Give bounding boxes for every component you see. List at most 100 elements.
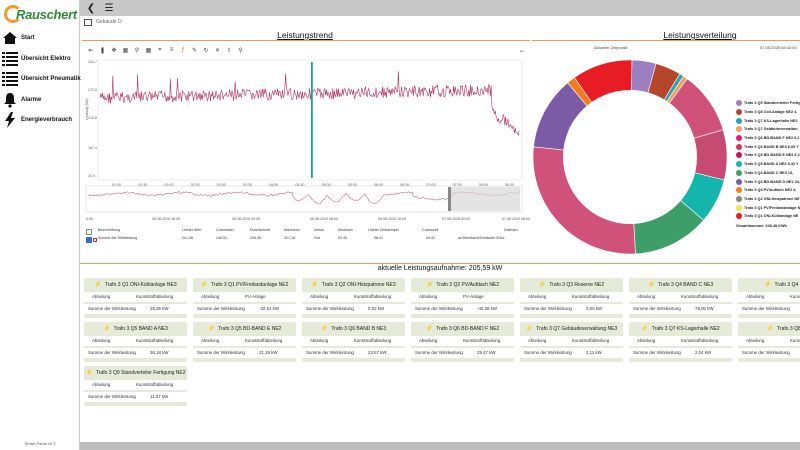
breadcrumb: Gebäude D (80, 16, 800, 28)
row-label: Abteilung (637, 294, 656, 299)
row-label: Summe der Wirkleistung (742, 350, 790, 355)
power-card[interactable]: ⚡ Trafo 3 Q4 BD-BA Abteilung Kunststoffa… (738, 278, 800, 318)
donut-legend-item[interactable]: Trafo 3 Q1 ONI-Kühlanlage NE (736, 212, 800, 221)
zoom-icon[interactable]: ⚲ (134, 47, 140, 54)
series-checkbox[interactable] (86, 237, 92, 243)
power-card[interactable]: ⚡ Trafo 3 Q2 PV/Aufdach NE2 Abteilung PV… (411, 278, 514, 318)
export-icon[interactable]: ⇧ (226, 47, 232, 54)
donut-legend-item[interactable]: Trafo 3 Q7 KS-Lagerhalle NE2 (736, 116, 800, 125)
table-icon[interactable]: ▦ (122, 47, 129, 54)
power-card[interactable]: ⚡ Trafo 3 Q6 BD-BAND F NE2 Abteilung Kun… (411, 322, 514, 362)
card-row-summe: Summe der Wirkleistung -32,51 kW (193, 304, 296, 314)
row-label: Abteilung (92, 294, 111, 299)
logo[interactable]: Rauschert (2, 3, 78, 25)
power-card[interactable]: ⚡ Trafo 3 Q9 Standverteiler Fertigung NE… (84, 366, 187, 406)
close-icon[interactable]: ✕ (214, 47, 221, 54)
sidebar-item-pneumatik[interactable]: Übersicht Pneumatik (2, 70, 81, 88)
current-time-label: Aktueller Zeitpunkt: (594, 45, 629, 50)
power-card[interactable]: ⚡ Trafo 3 Q1 ONI-Kühlanlage NE3 Abteilun… (84, 278, 187, 318)
donut-legend-item[interactable]: Trafo 3 Q4 BD-BAND D NE2 34,49 (736, 177, 800, 186)
donut-legend-item[interactable]: Trafo 3 Q1 PV/Freilandanlage NE (736, 203, 800, 212)
sidebar-item-label: Übersicht Pneumatik (21, 76, 81, 82)
legend-label: Trafo 3 Q6 BD-BAND F NE2 6,2 (744, 136, 800, 141)
donut-legend-item[interactable]: Trafo 3 Q6 BD-BAND F NE2 6,2 (736, 134, 800, 143)
select-all-checkbox[interactable] (86, 229, 92, 235)
row-value: Kunststoffabteilung (572, 294, 610, 299)
pencil-icon[interactable]: ✎ (191, 47, 198, 54)
collapse-arrow-icon[interactable]: ⇤ (520, 49, 525, 55)
row-label: Abteilung (746, 338, 765, 343)
menu-icon[interactable]: ☰ (104, 2, 114, 14)
y-axis-label: Leistung (kW) (85, 98, 89, 120)
power-card[interactable]: ⚡ Trafo 3 Q4 BAND C NE3 Abteilung Kunsts… (629, 278, 732, 318)
grid-icon[interactable]: ▦ (145, 47, 152, 54)
overview-tick-label: 06.08.2025 08:00 (310, 217, 338, 221)
row-value: -40,28 kW (477, 306, 498, 311)
zoom-fit-icon[interactable]: ⇤ (88, 47, 94, 54)
power-card[interactable]: ⚡ Trafo 3 Q7 KS-Lagerhalle NE2 Abteilung… (629, 322, 732, 362)
sidebar-item-elektro[interactable]: Übersicht Elektro (2, 50, 80, 68)
donut-legend-item[interactable]: Trafo 3 Q8 Coll-Anlage NE2 4, (736, 108, 800, 117)
donut-legend-item[interactable]: Trafo 3 Q2 ONI-Heizpatrone NE (736, 195, 800, 204)
x-tick-label: 07:00 (426, 183, 435, 187)
row-value: Kunststoffabteilung (136, 382, 174, 387)
cursor-line[interactable] (311, 62, 313, 178)
power-card[interactable]: ⚡ Trafo 3 Q8 Coll- Abteilung Kunststoffa… (738, 322, 800, 362)
row-value: 28,35 kW (150, 306, 169, 311)
sidebar-item-alarme[interactable]: Alarme (2, 91, 80, 109)
trend-underline (82, 40, 530, 41)
function-icon[interactable]: ƒ (181, 47, 185, 53)
refresh-icon[interactable]: ↻ (203, 47, 209, 54)
legend-header: Minimum (338, 228, 353, 232)
row-value: PV-Anlage (463, 294, 484, 299)
plug-icon: ⚡ (311, 282, 319, 288)
power-card[interactable]: ⚡ Trafo 3 Q2 ONI-Heizpatrone NE3 Abteilu… (302, 278, 405, 318)
distribution-donut-chart[interactable] (530, 52, 730, 262)
legend-label: Trafo 3 Q7 KS-Lagerhalle NE2 (744, 118, 798, 123)
list-icon[interactable]: ≡ (169, 47, 174, 53)
donut-legend-item[interactable]: Trafo 3 Q5 BD-BAND E NE2 6,2 (736, 151, 800, 160)
trend-series-line (99, 71, 520, 137)
row-value: 11,37 kW (150, 394, 169, 399)
card-row-summe: Summe der Wirkleistung (738, 348, 800, 358)
donut-legend-item[interactable]: Trafo 3 Q5 BAND A NE3 5,43 Y (736, 160, 800, 169)
overview-window[interactable] (448, 187, 520, 211)
plot-area (97, 59, 523, 181)
donut-legend-item[interactable]: Trafo 3 Q4 BAND C NE3 13, (736, 169, 800, 178)
overview-handle[interactable] (448, 187, 451, 211)
pause-icon[interactable]: ❚ (99, 47, 106, 54)
card-header: ⚡ Trafo 3 Q1 PV/Freilandanlage NE2 (193, 281, 296, 289)
top-bar: ❮ ☰ (80, 0, 800, 16)
card-row-summe: Summe der Wirkleistung 28,35 kW (84, 304, 187, 314)
power-card[interactable]: ⚡ Trafo 3 Q6 BAND B NE3 Abteilung Kunsts… (302, 322, 405, 362)
x-tick-label: 04:00 (269, 183, 278, 187)
x-tick-label: 04:30 (295, 183, 304, 187)
pin-icon[interactable]: ⚲ (238, 47, 243, 54)
card-header: ⚡ Trafo 3 Q5 BD-BAND E NE2 (193, 325, 296, 333)
power-card[interactable]: ⚡ Trafo 3 Q5 BAND A NE3 Abteilung Kunsts… (84, 322, 187, 362)
legend-series-row[interactable]: Summe der Wirkleistung 201,56 246,51 246… (84, 236, 530, 244)
donut-legend-item[interactable]: Trafo 3 Q7 Gebäudeverwaltun (736, 125, 800, 134)
current-time-value: 07.08.2025 08:42:00 (760, 45, 797, 50)
card-header: ⚡ Trafo 3 Q3 Reserve NE2 (520, 281, 623, 289)
donut-legend-item[interactable]: Trafo 3 Q3 PV/Auflach NE2 4, (736, 186, 800, 195)
trend-chart[interactable]: ⇤ ❚ ✥ ▦ ⚲ ▦ ⌖ ≡ ƒ ✎ ↻ ✕ ⇧ ⚲ 334.7 272.8 21… (82, 40, 530, 265)
donut-legend-item[interactable]: Trafo 3 Q6 BAND B NE3 6,05 Y (736, 142, 800, 151)
card-title: Trafo 3 Q4 BD-BA (774, 281, 800, 288)
back-arrow-icon[interactable]: ❮ (86, 2, 96, 14)
row-value: Kunststoffa (790, 338, 800, 343)
donut-legend-item[interactable]: Trafo 3 Q9 Standverteiler Fertig (736, 99, 800, 108)
power-card[interactable]: ⚡ Trafo 3 Q3 Reserve NE2 Abteilung Kunst… (520, 278, 623, 318)
card-header: ⚡ Trafo 3 Q9 Standverteiler Fertigung NE… (84, 369, 187, 377)
breadcrumb-label[interactable]: Gebäude D (96, 19, 122, 25)
card-row-summe: Summe der Wirkleistung 78,00 kW (629, 304, 732, 314)
sidebar-item-energie[interactable]: Energieverbrauch (2, 111, 80, 129)
legend-header: Beschreibung (98, 228, 120, 232)
crosshair-icon[interactable]: ⌖ (158, 46, 162, 53)
sidebar-item-start[interactable]: Start (2, 29, 80, 47)
power-card[interactable]: ⚡ Trafo 3 Q1 PV/Freilandanlage NE2 Abtei… (193, 278, 296, 318)
lightning-icon (5, 112, 15, 128)
pan-icon[interactable]: ✥ (111, 47, 117, 54)
power-card[interactable]: ⚡ Trafo 3 Q5 BD-BAND E NE2 Abteilung Kun… (193, 322, 296, 362)
power-card[interactable]: ⚡ Trafo 3 Q7 Gebäudeverwaltung NE3 Abtei… (520, 322, 623, 362)
